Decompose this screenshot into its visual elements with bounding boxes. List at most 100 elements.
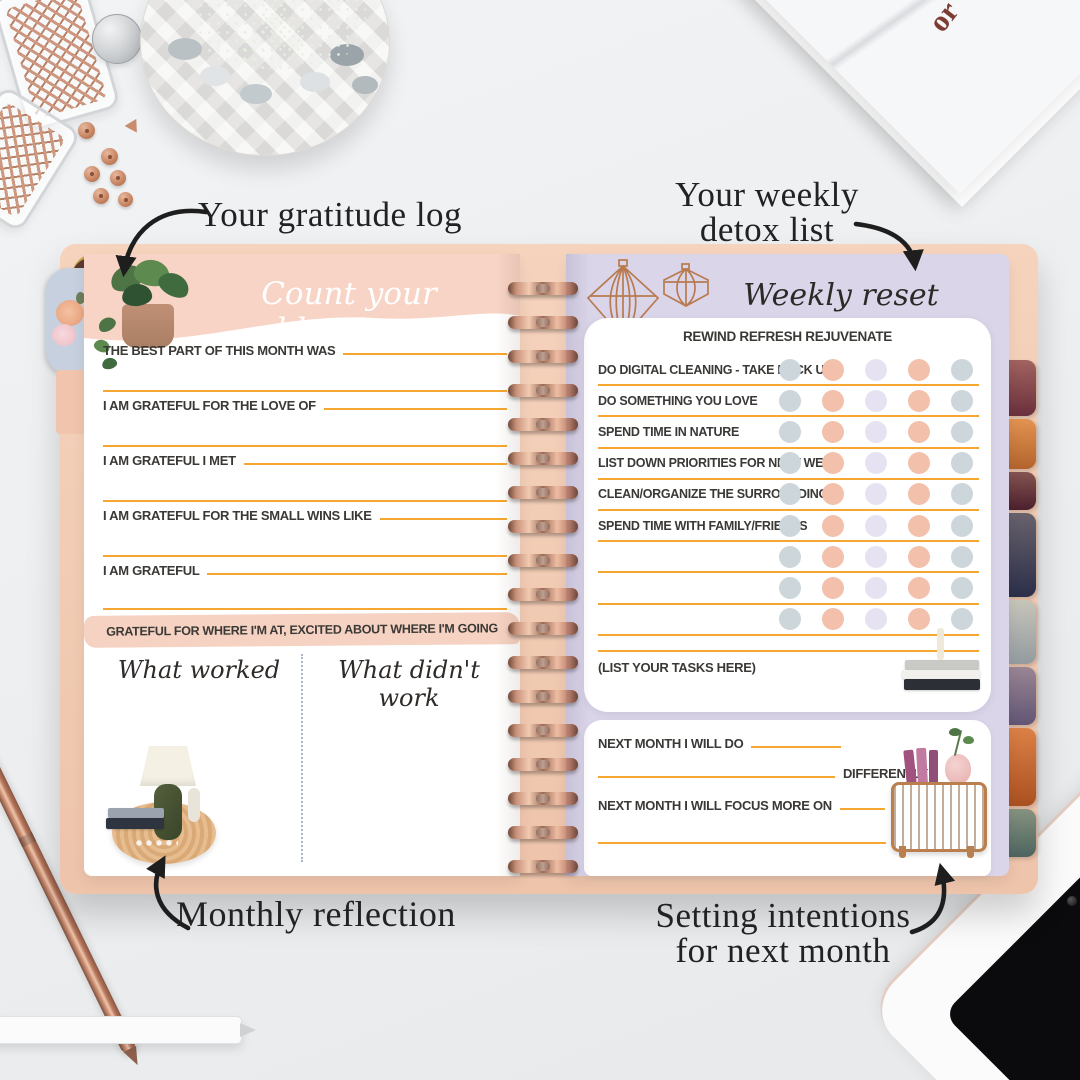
rose-illustration xyxy=(56,300,84,326)
habit-dot xyxy=(951,545,973,568)
habit-dot xyxy=(822,420,844,443)
checklist-row: DO SOMETHING YOU LOVE xyxy=(598,386,979,418)
spiral-coil xyxy=(508,622,578,635)
cabinet-leg xyxy=(899,846,906,858)
tablet-camera-dot xyxy=(1067,896,1077,906)
intention-label: NEXT MONTH I WILL FOCUS MORE ON xyxy=(598,798,832,813)
vase xyxy=(945,754,971,784)
annotation-detox-line2: detox list xyxy=(699,210,835,249)
jar-lid xyxy=(92,14,142,64)
spiral-coil xyxy=(508,588,578,601)
prompt-row: THE BEST PART OF THIS MONTH WAS xyxy=(103,343,507,358)
spiral-coil xyxy=(508,282,578,295)
spiral-coil xyxy=(508,826,578,839)
spiral-coil xyxy=(508,758,578,771)
habit-dot xyxy=(779,389,801,412)
habit-dot xyxy=(822,576,844,599)
habit-dot xyxy=(865,389,887,412)
pebbles xyxy=(352,76,378,94)
checklist-row: DO DIGITAL CLEANING - TAKE BACK UP xyxy=(598,355,979,387)
annotation-intentions-line1: Setting intentions xyxy=(655,896,911,935)
habit-dot xyxy=(865,608,887,631)
habit-dot xyxy=(822,358,844,381)
habit-dot xyxy=(908,483,930,506)
writing-line xyxy=(103,608,507,610)
prompt-label: I AM GRATEFUL xyxy=(103,563,200,578)
spiral-coil xyxy=(508,520,578,533)
habit-dot xyxy=(865,420,887,443)
annotation-intentions: Setting intentions for next month xyxy=(648,898,918,968)
checklist-row xyxy=(598,605,979,636)
habit-dots xyxy=(779,545,973,568)
cabinet-illustration xyxy=(887,728,987,860)
white-stylus xyxy=(0,1016,256,1044)
pearls xyxy=(134,838,178,850)
habit-dot xyxy=(951,452,973,475)
weekly-reset-panel: REWIND REFRESH REJUVENATE DO DIGITAL CLE… xyxy=(584,318,991,712)
habit-dot xyxy=(779,483,801,506)
habit-dot xyxy=(822,608,844,631)
spiral-coil xyxy=(508,792,578,805)
pebbles xyxy=(168,38,202,60)
habit-dots xyxy=(779,358,973,381)
habit-dot xyxy=(822,452,844,475)
gratitude-banner: GRATEFUL FOR WHERE I'M AT, EXCITED ABOUT… xyxy=(83,612,521,648)
shelf-book xyxy=(903,749,917,785)
pushpin xyxy=(118,192,133,207)
gratitude-banner-text: GRATEFUL FOR WHERE I'M AT, EXCITED ABOUT… xyxy=(106,621,498,639)
habit-dot xyxy=(908,358,930,381)
weekly-reset-page: Weekly reset REWIND REFRESH REJUVENATE D… xyxy=(566,254,1009,876)
rose-illustration xyxy=(52,324,76,346)
photo-tab xyxy=(1006,419,1036,469)
annotation-gratitude: Your gratitude log xyxy=(198,195,463,234)
lamp-illustration xyxy=(106,746,228,866)
habit-dot xyxy=(865,452,887,475)
prompt-label: I AM GRATEFUL I MET xyxy=(103,453,236,468)
habit-dot xyxy=(951,514,973,537)
habit-dot xyxy=(951,358,973,381)
checklist-label: SPEND TIME IN NATURE xyxy=(598,424,739,439)
spiral-coil xyxy=(508,418,578,431)
writing-line xyxy=(243,463,507,465)
writing-line xyxy=(379,518,507,520)
intention-row: NEXT MONTH I WILL FOCUS MORE ON xyxy=(598,798,885,813)
habit-dots xyxy=(779,576,973,599)
writing-line xyxy=(598,650,979,652)
writing-line xyxy=(103,555,507,557)
habit-dot xyxy=(779,358,801,381)
prompt-label: I AM GRATEFUL FOR THE SMALL WINS LIKE xyxy=(103,508,372,523)
column-header-worked: What worked xyxy=(117,656,281,684)
photo-tab xyxy=(1006,513,1036,597)
pushpin xyxy=(78,122,95,139)
candle xyxy=(937,628,944,660)
checklist-label: CLEAN/ORGANIZE THE SURROUNDING xyxy=(598,487,828,502)
checklist-row xyxy=(598,542,979,574)
pushpin xyxy=(101,148,118,165)
plant-vine-leaf xyxy=(95,314,119,335)
habit-dot xyxy=(822,389,844,412)
habit-dot xyxy=(908,420,930,443)
habit-dot xyxy=(951,420,973,443)
spiral-coil xyxy=(508,656,578,669)
figurine xyxy=(188,788,200,822)
habit-dot xyxy=(908,389,930,412)
next-month-panel: NEXT MONTH I WILL DO DIFFERENTLY NEXT MO… xyxy=(584,720,991,876)
prompt-row: I AM GRATEFUL FOR THE LOVE OF xyxy=(103,398,507,413)
prompt-row: I AM GRATEFUL FOR THE SMALL WINS LIKE xyxy=(103,508,507,523)
checklist-row: LIST DOWN PRIORITIES FOR NEXT WEEK xyxy=(598,449,979,480)
intention-row: NEXT MONTH I WILL DO xyxy=(598,736,841,751)
checklist-label: DO DIGITAL CLEANING - TAKE BACK UP xyxy=(598,362,833,377)
checklist-label: SPEND TIME WITH FAMILY/FRIENDS xyxy=(598,518,808,533)
spiral-coil xyxy=(508,452,578,465)
habit-dot xyxy=(951,389,973,412)
habit-dot xyxy=(865,576,887,599)
photo-tab xyxy=(1006,360,1036,416)
annotation-detox: Your weekly detox list xyxy=(652,177,882,247)
cactus xyxy=(240,18,304,76)
column-header-didnt-work: What didn't work xyxy=(338,656,480,712)
pushpin xyxy=(93,188,109,204)
photo-tab xyxy=(1006,809,1036,857)
spiral-coil xyxy=(508,690,578,703)
